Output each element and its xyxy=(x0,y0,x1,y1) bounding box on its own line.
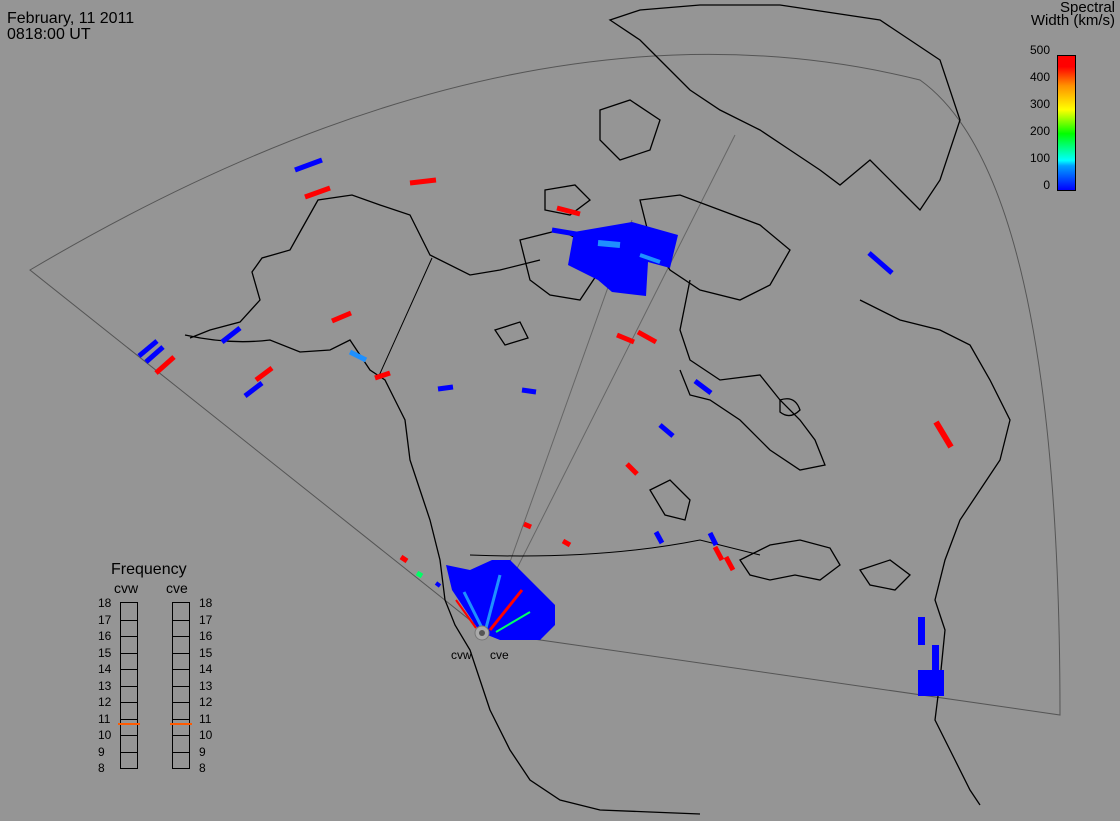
frequency-radar-label: cvw xyxy=(114,580,139,596)
frequency-gauge-cvw xyxy=(118,602,140,769)
frequency-radar-label: cve xyxy=(166,580,188,596)
frequency-tick-label: 9 xyxy=(199,744,206,759)
frequency-title: Frequency xyxy=(111,561,187,578)
radar-site-marker xyxy=(479,630,485,636)
frequency-tick-label: 15 xyxy=(98,645,112,660)
colorbar-tick: 100 xyxy=(1029,151,1050,165)
frequency-tick-label: 16 xyxy=(98,629,112,643)
frequency-cell-divider xyxy=(121,652,137,654)
frequency-tick-label: 9 xyxy=(98,744,105,759)
frequency-tick-label: 17 xyxy=(98,612,112,627)
colorbar-tick: 200 xyxy=(1029,124,1050,138)
frequency-cell-divider xyxy=(173,685,189,687)
frequency-cell-divider xyxy=(121,619,137,621)
colorbar-tick: 300 xyxy=(1029,97,1050,111)
colorbar-tick: 400 xyxy=(1029,70,1050,84)
frequency-cell-divider xyxy=(121,702,137,703)
radar-site-label: cvw xyxy=(451,648,472,662)
colorbar-tick: 500 xyxy=(1029,43,1050,57)
frequency-cell-divider xyxy=(121,669,137,670)
frequency-cell-divider xyxy=(121,735,137,736)
frequency-cell-divider xyxy=(173,669,189,670)
frequency-tick-label: 12 xyxy=(98,695,112,709)
frequency-indicator xyxy=(118,723,140,726)
beam-boundary-line xyxy=(484,134,736,633)
frequency-tick-label: 18 xyxy=(98,596,112,610)
frequency-tick-label: 14 xyxy=(199,662,213,676)
frequency-tick-label: 18 xyxy=(199,596,213,610)
spectral-width-colorbar xyxy=(1057,55,1076,191)
frequency-gauge-cve xyxy=(170,602,192,769)
radar-site-label: cve xyxy=(490,648,509,662)
frequency-tick-label: 10 xyxy=(98,728,112,742)
frequency-tick-label: 17 xyxy=(199,612,213,627)
frequency-cell-divider xyxy=(121,751,137,753)
frequency-tick-label: 11 xyxy=(98,711,111,726)
frequency-tick-label: 16 xyxy=(199,629,213,643)
time-label: 0818:00 UT xyxy=(7,26,91,43)
frequency-tick-label: 14 xyxy=(98,662,112,676)
colorbar-tick: 0 xyxy=(1043,178,1050,192)
frequency-indicator xyxy=(170,723,192,726)
date-label: February, 11 2011 xyxy=(7,10,135,27)
field-of-view-outline xyxy=(29,53,1061,716)
colorbar-title: Spectral xyxy=(1059,0,1115,16)
frequency-cell-divider xyxy=(173,652,189,654)
frequency-cell-divider xyxy=(173,619,189,621)
frequency-cell-divider xyxy=(173,718,189,720)
frequency-cell-divider xyxy=(173,636,189,637)
frequency-tick-label: 13 xyxy=(199,678,213,693)
frequency-tick-label: 11 xyxy=(199,711,212,726)
frequency-tick-label: 10 xyxy=(199,728,213,742)
frequency-cell-divider xyxy=(173,751,189,753)
frequency-tick-label: 13 xyxy=(98,678,112,693)
frequency-cell-divider xyxy=(121,636,137,637)
colorbar-units: Width (km/s) xyxy=(1030,12,1115,29)
frequency-cell-divider xyxy=(121,685,137,687)
frequency-tick-label: 12 xyxy=(199,695,213,709)
frequency-cell-divider xyxy=(173,735,189,736)
political-borders xyxy=(377,257,761,557)
frequency-tick-label: 15 xyxy=(199,645,213,660)
echo-cells xyxy=(137,157,954,696)
frequency-tick-label: 8 xyxy=(199,761,206,775)
frequency-cell-divider xyxy=(121,718,137,720)
coastlines xyxy=(184,4,1011,815)
frequency-tick-label: 8 xyxy=(98,761,105,775)
frequency-cell-divider xyxy=(173,702,189,703)
